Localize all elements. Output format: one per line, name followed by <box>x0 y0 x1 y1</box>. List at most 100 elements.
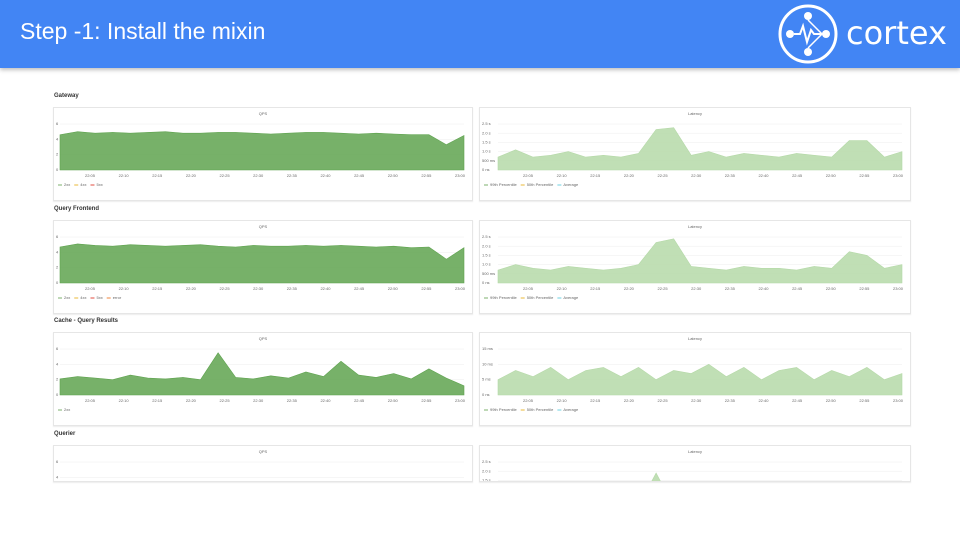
x-tick-label: 22:50 <box>826 173 837 178</box>
x-tick-label: 22:15 <box>152 286 163 291</box>
x-tick-label: 22:35 <box>287 398 298 403</box>
x-tick-label: 22:55 <box>859 398 870 403</box>
x-tick-label: 22:45 <box>354 286 365 291</box>
series-area <box>651 472 661 481</box>
y-tick-label: 1.5 s <box>482 477 491 482</box>
y-tick-label: 2.5 s <box>482 234 491 239</box>
x-tick-label: 22:40 <box>758 398 769 403</box>
legend-label: 4xx <box>80 182 86 187</box>
y-tick-label: 0 <box>56 392 59 397</box>
y-tick-label: 2 <box>56 152 59 157</box>
panel-title: Latency <box>688 336 702 341</box>
y-tick-label: 2.5 s <box>482 459 491 464</box>
x-tick-label: 22:30 <box>691 286 702 291</box>
panel-title: Latency <box>688 224 702 229</box>
y-tick-label: 2.5 s <box>482 121 491 126</box>
x-tick-label: 22:50 <box>826 398 837 403</box>
x-tick-label: 22:25 <box>658 398 669 403</box>
x-tick-label: 23:00 <box>455 398 466 403</box>
x-tick-label: 23:00 <box>455 286 466 291</box>
x-tick-label: 23:00 <box>893 398 904 403</box>
legend-label: 2xx <box>64 182 70 187</box>
y-tick-label: 0 <box>56 280 59 285</box>
logo-text: cortex <box>846 14 947 52</box>
x-tick-label: 22:45 <box>792 398 803 403</box>
y-tick-label: 4 <box>56 474 59 479</box>
legend-label: Average <box>563 295 579 300</box>
x-tick-label: 22:50 <box>826 286 837 291</box>
legend-label: 50th Percentile <box>527 182 554 187</box>
x-tick-label: 22:05 <box>523 173 534 178</box>
x-tick-label: 22:55 <box>421 398 432 403</box>
x-tick-label: 22:45 <box>792 173 803 178</box>
row-title: Querier <box>54 431 76 437</box>
series-area <box>59 352 465 396</box>
x-tick-label: 22:15 <box>590 173 601 178</box>
y-tick-label: 6 <box>56 234 59 239</box>
y-tick-label: 4 <box>56 136 59 141</box>
panel: Latency 0 ns 5 ms 10 ms 15 ms 22:05 22:10 22:15… <box>479 332 911 426</box>
y-tick-label: 500 ms <box>482 158 495 163</box>
y-tick-label: 1.0 s <box>482 149 491 154</box>
y-tick-label: 10 ms <box>482 361 493 366</box>
x-tick-label: 22:55 <box>421 173 432 178</box>
x-tick-label: 22:10 <box>557 398 568 403</box>
x-tick-label: 22:30 <box>253 173 264 178</box>
x-tick-label: 22:05 <box>85 286 96 291</box>
x-tick-label: 22:45 <box>354 173 365 178</box>
x-tick-label: 22:40 <box>320 286 331 291</box>
x-tick-label: 22:05 <box>85 398 96 403</box>
x-tick-label: 22:20 <box>186 286 197 291</box>
x-tick-label: 22:45 <box>792 286 803 291</box>
y-tick-label: 2.0 s <box>482 468 491 473</box>
x-tick-label: 22:45 <box>354 398 365 403</box>
x-tick-label: 22:20 <box>186 398 197 403</box>
x-tick-label: 22:20 <box>186 173 197 178</box>
x-tick-label: 22:05 <box>85 173 96 178</box>
x-tick-label: 22:10 <box>119 173 130 178</box>
y-tick-label: 6 <box>56 346 59 351</box>
legend-label: 5xx <box>96 182 102 187</box>
y-tick-label: 6 <box>56 121 59 126</box>
x-tick-label: 22:10 <box>557 286 568 291</box>
x-tick-label: 22:25 <box>220 286 231 291</box>
x-tick-label: 22:20 <box>624 286 635 291</box>
panel-title: Latency <box>688 449 702 454</box>
legend-label: 4xx <box>80 295 86 300</box>
panel-chart: Latency 0 ns 500 ms 1.0 s 1.5 s 2.0 s 2.5 s 22:… <box>482 224 904 300</box>
legend-label: 99th Percentile <box>490 295 517 300</box>
y-tick-label: 1.5 s <box>482 139 491 144</box>
x-tick-label: 22:25 <box>658 173 669 178</box>
x-tick-label: 22:05 <box>523 286 534 291</box>
x-tick-label: 22:30 <box>253 398 264 403</box>
legend-label: 99th Percentile <box>490 407 517 412</box>
x-tick-label: 22:50 <box>388 173 399 178</box>
x-tick-label: 22:15 <box>152 173 163 178</box>
x-tick-label: 23:00 <box>893 286 904 291</box>
x-tick-label: 22:55 <box>421 286 432 291</box>
x-tick-label: 23:00 <box>455 173 466 178</box>
x-tick-label: 22:30 <box>253 286 264 291</box>
panel-chart: QPS024622:0522:1022:1522:2022:2522:3022:… <box>56 449 464 479</box>
x-tick-label: 22:35 <box>287 286 298 291</box>
legend-label: 50th Percentile <box>527 407 554 412</box>
x-tick-label: 22:20 <box>624 398 635 403</box>
row-title: Query Frontend <box>54 206 100 212</box>
x-tick-label: 22:40 <box>320 173 331 178</box>
x-tick-label: 22:35 <box>725 173 736 178</box>
x-tick-label: 22:50 <box>388 286 399 291</box>
y-tick-label: 4 <box>56 249 59 254</box>
series-area <box>59 131 465 171</box>
x-tick-label: 22:15 <box>152 398 163 403</box>
x-tick-label: 22:30 <box>691 173 702 178</box>
legend-label: 2xx <box>64 407 70 412</box>
y-tick-label: 1.0 s <box>482 262 491 267</box>
x-tick-label: 22:25 <box>220 173 231 178</box>
